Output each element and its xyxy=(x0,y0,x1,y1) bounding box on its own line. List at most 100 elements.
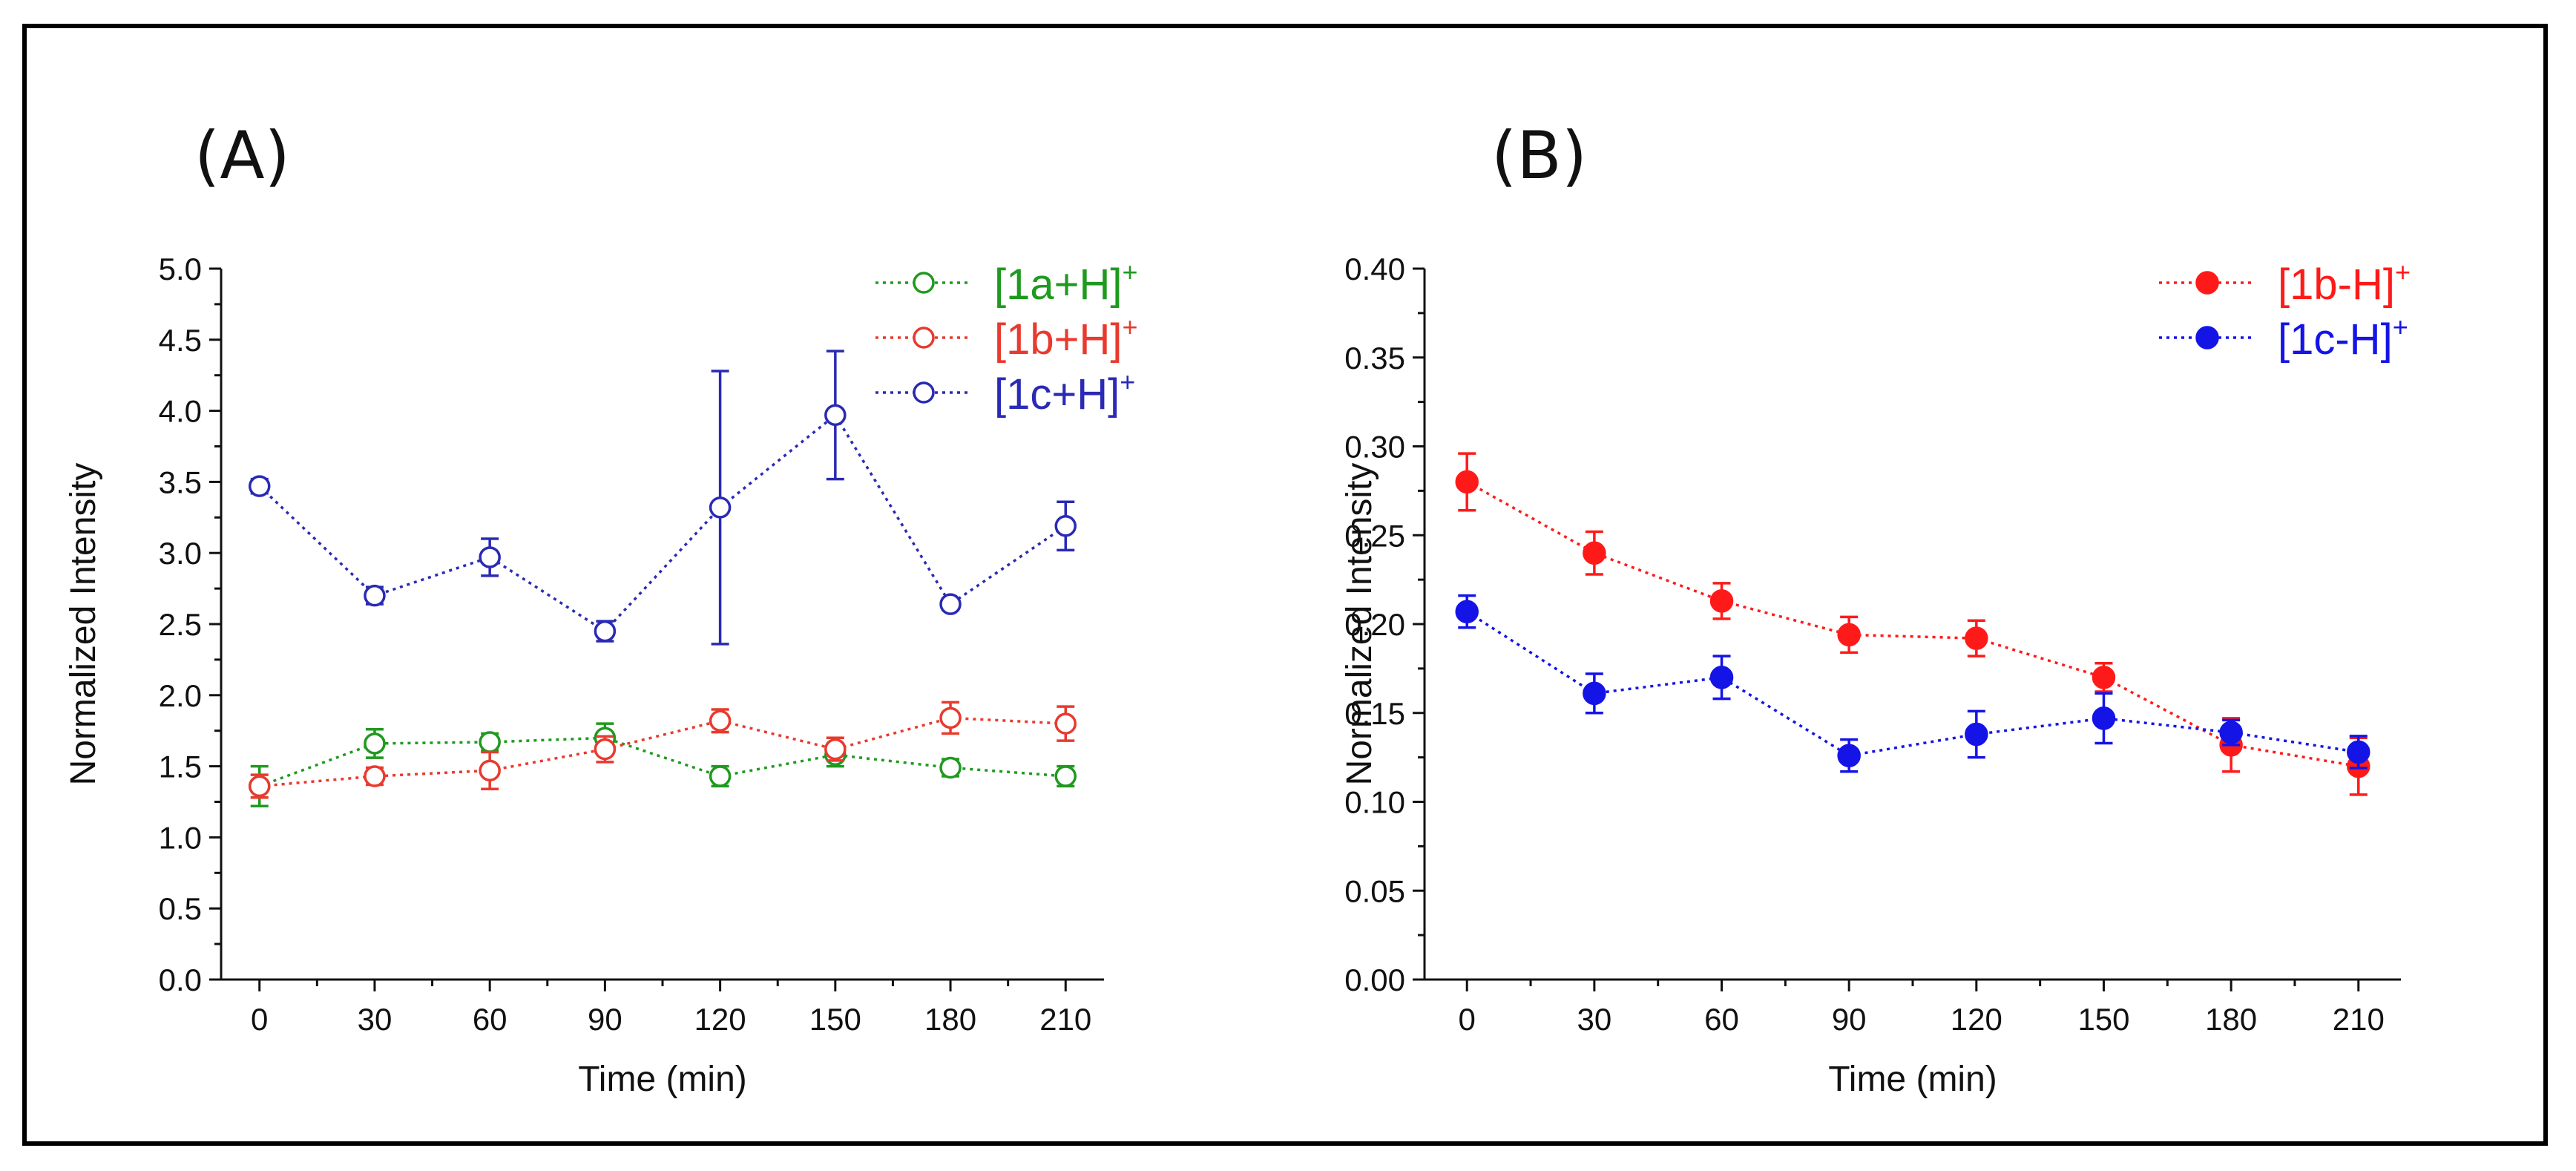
data-point xyxy=(2092,666,2116,689)
x-tick-label: 30 xyxy=(358,1002,392,1037)
legend-label-name: [1c-H] xyxy=(2278,315,2393,364)
chart-panel-b: (B) 0.00 0.05 0.10 0.15 0.20 0.25 0.30 0.35 0.40 0… xyxy=(1340,117,2411,1099)
x-axis-title: Time (min) xyxy=(1828,1060,1997,1099)
data-point xyxy=(1054,712,1077,735)
data-point xyxy=(594,620,617,643)
series-2 xyxy=(1455,594,2370,773)
data-point xyxy=(939,593,962,615)
y-axis-title: Normalized Intensity xyxy=(1340,463,1379,786)
y-tick-label: 0.05 xyxy=(1344,873,1405,908)
x-tick-label: 210 xyxy=(2333,1002,2385,1037)
x-tick-label: 150 xyxy=(809,1002,861,1037)
legend-item: [1b-H]+ xyxy=(2159,257,2411,309)
legend-label-charge: + xyxy=(1123,257,1138,287)
data-point xyxy=(1837,623,1861,647)
y-tick-label: 0.5 xyxy=(159,891,202,926)
x-tick-label: 60 xyxy=(1704,1002,1739,1037)
data-point xyxy=(1709,666,1734,689)
legend-label-name: [1a+H] xyxy=(994,260,1123,309)
data-point xyxy=(2347,740,2370,764)
x-tick-label: 0 xyxy=(1459,1002,1476,1037)
y-tick-label: 4.0 xyxy=(159,394,202,429)
y-tick-label: 5.0 xyxy=(159,252,202,286)
y-tick-label: 0.25 xyxy=(1344,518,1405,553)
legend-marker xyxy=(913,327,935,349)
chart-panel-a: (A) 0.0 0.5 1.0 1.5 2.0 2.5 3.0 3.5 4.0 4.5 5.0 0 30 6… xyxy=(64,117,1138,1099)
data-point xyxy=(479,546,501,568)
panel-label: (A) xyxy=(194,117,290,194)
x-tick-label: 120 xyxy=(694,1002,746,1037)
legend: [1b-H]+[1c-H]+ xyxy=(2159,257,2411,364)
data-point xyxy=(1583,541,1606,565)
data-point xyxy=(1054,515,1077,537)
series-1 xyxy=(1455,452,2370,796)
data-point xyxy=(364,584,386,607)
x-axis-title: Time (min) xyxy=(578,1060,747,1099)
legend-label-name: [1b+H] xyxy=(994,315,1123,364)
x-tick-label: 90 xyxy=(588,1002,622,1037)
x-tick-label: 60 xyxy=(473,1002,507,1037)
legend-label: [1c+H]+ xyxy=(994,367,1135,419)
legend-label-charge: + xyxy=(1123,312,1138,342)
data-point xyxy=(1455,470,1479,494)
legend-label: [1a+H]+ xyxy=(994,257,1138,309)
legend-marker xyxy=(2195,326,2219,350)
data-point xyxy=(709,765,732,787)
legend-label-name: [1b-H] xyxy=(2278,260,2395,309)
legend-item: [1a+H]+ xyxy=(875,257,1138,309)
x-tick-label: 150 xyxy=(2077,1002,2129,1037)
y-tick-label: 1.5 xyxy=(159,749,202,784)
series-line xyxy=(259,736,1066,788)
data-point xyxy=(1709,589,1734,613)
legend-marker xyxy=(913,381,935,404)
data-point xyxy=(248,475,271,497)
data-point xyxy=(1583,681,1606,706)
data-point xyxy=(824,404,847,427)
y-tick-label: 0.20 xyxy=(1344,607,1405,642)
legend-label-charge: + xyxy=(1120,367,1135,397)
legend-label: [1c-H]+ xyxy=(2278,312,2408,364)
figure-frame xyxy=(22,24,2548,1146)
x-tick-label: 30 xyxy=(1577,1002,1612,1037)
data-point xyxy=(1965,626,1988,650)
y-tick-label: 0.10 xyxy=(1344,785,1405,820)
legend: [1a+H]+[1b+H]+[1c+H]+ xyxy=(875,257,1138,419)
data-point xyxy=(939,706,962,729)
data-point xyxy=(594,738,617,761)
x-tick-label: 90 xyxy=(1832,1002,1867,1037)
x-tick-label: 0 xyxy=(251,1002,268,1037)
data-point xyxy=(2219,721,2243,744)
y-tick-label: 1.0 xyxy=(159,820,202,855)
y-tick-label: 3.5 xyxy=(159,465,202,499)
x-tick-label: 210 xyxy=(1039,1002,1091,1037)
data-point xyxy=(479,759,501,782)
y-tick-label: 0.30 xyxy=(1344,430,1405,465)
data-point xyxy=(248,775,271,798)
series-line xyxy=(259,716,1066,788)
x-tick-label: 180 xyxy=(924,1002,976,1037)
y-axis-title: Normalized Intensity xyxy=(64,463,103,786)
y-tick-label: 0.15 xyxy=(1344,696,1405,731)
legend-item: [1c-H]+ xyxy=(2159,312,2408,364)
data-point xyxy=(824,738,847,761)
legend-item: [1b+H]+ xyxy=(875,312,1138,364)
y-tick-label: 0.00 xyxy=(1344,962,1405,997)
panel-label: (B) xyxy=(1491,117,1587,194)
legend-label: [1b+H]+ xyxy=(994,312,1138,364)
y-tick-label: 0.0 xyxy=(159,962,202,997)
legend-marker xyxy=(2195,271,2219,295)
legend-label-charge: + xyxy=(2393,312,2408,342)
data-point xyxy=(364,732,386,755)
data-point xyxy=(709,496,732,519)
y-tick-label: 3.0 xyxy=(159,536,202,571)
y-tick-label: 0.40 xyxy=(1344,252,1405,286)
legend-marker xyxy=(913,272,935,294)
series-1 xyxy=(248,722,1077,807)
data-point xyxy=(1054,765,1077,787)
x-tick-label: 180 xyxy=(2205,1002,2257,1037)
data-point xyxy=(1837,744,1861,767)
data-point xyxy=(2092,706,2116,730)
y-tick-label: 4.5 xyxy=(159,323,202,358)
data-point xyxy=(479,731,501,753)
